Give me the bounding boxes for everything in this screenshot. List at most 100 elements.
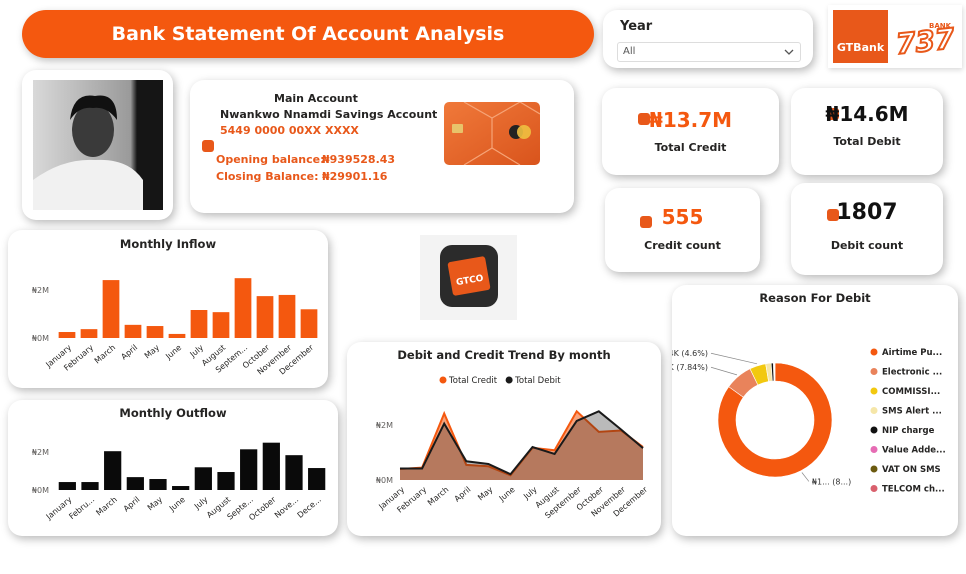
x-tick-label: July — [521, 485, 539, 502]
kpi-card: ₦14.6M Total Debit — [791, 88, 943, 175]
bar — [217, 472, 235, 490]
kpi-card: 555 Credit count — [605, 188, 760, 272]
x-tick-label: July — [188, 343, 206, 360]
legend-swatch — [505, 376, 513, 384]
bar — [126, 477, 144, 490]
legend-label: Value Adde... — [882, 446, 946, 456]
x-tick-label: July — [192, 495, 210, 512]
profile-photo — [33, 80, 163, 210]
dropdown-arrow — [784, 49, 794, 55]
chart-card: Debit and Credit Trend By month ₦0M ₦2M Tot… — [347, 342, 661, 536]
y-tick-label: ₦2M — [32, 286, 49, 295]
filter-value: All — [623, 46, 636, 57]
legend-swatch — [439, 376, 447, 384]
x-tick-label: June — [497, 485, 517, 504]
kpi-label: Credit count — [644, 239, 721, 252]
bar — [285, 455, 303, 490]
x-tick-label: April — [119, 343, 139, 362]
data-label: ₦1... (8...) — [812, 477, 851, 486]
kpi-value: ₦14.6M — [825, 102, 909, 126]
x-tick-label: March — [93, 343, 117, 366]
legend-label: Electronic ... — [882, 368, 942, 378]
gtco-text: GTCO — [455, 273, 485, 289]
x-tick-label: May — [143, 343, 162, 361]
bar — [172, 486, 190, 490]
chart-title: Debit and Credit Trend By month — [397, 348, 610, 362]
bar — [234, 278, 252, 338]
bar — [278, 294, 296, 338]
account-card: Main Account Nwankwo Nnamdi Savings Acco… — [190, 80, 574, 213]
bar — [58, 482, 76, 490]
legend-label: TELCOM ch... — [882, 485, 945, 495]
legend-label: Total Debit — [514, 376, 561, 386]
gtco-tile: GTCO — [447, 255, 491, 297]
pie-slice — [717, 362, 833, 478]
legend-label: NIP charge — [882, 426, 935, 436]
profile-card — [22, 70, 173, 220]
kpi-card: 1807 Debit count — [791, 183, 943, 275]
closing-value: ₦29901.16 — [322, 170, 388, 183]
y-tick-label: ₦2M — [32, 448, 49, 457]
bar — [104, 451, 122, 490]
closing-label: Closing Balance: — [216, 170, 319, 183]
bar — [194, 467, 212, 490]
kpi-card: ₦13.7M Total Credit — [602, 88, 779, 175]
x-tick-label: June — [167, 495, 187, 514]
filter-label: Year — [620, 19, 653, 34]
legend-label: Airtime Pu... — [882, 348, 942, 358]
kpi-value: 555 — [661, 205, 704, 229]
y-tick-label: ₦2M — [376, 421, 393, 430]
bar — [262, 442, 280, 490]
dashboard-title: Bank Statement Of Account Analysis — [111, 23, 505, 45]
chart-title: Reason For Debit — [759, 291, 871, 305]
legend-swatch — [870, 426, 878, 434]
bar — [58, 332, 76, 338]
bar — [146, 326, 164, 338]
chart-title: Monthly Outflow — [119, 406, 227, 420]
y-tick-label: ₦0M — [32, 334, 49, 343]
x-tick-label: March — [94, 495, 118, 518]
y-tick-label: ₦0M — [32, 486, 49, 495]
legend-swatch — [870, 446, 878, 453]
data-label: ₦7.4K (4.6%) — [672, 349, 708, 358]
kpi-value: 1807 — [836, 200, 898, 225]
chart: Monthly Outflow₦0M₦2MJanuaryFebru...Marc… — [32, 406, 326, 522]
x-tick-label: Nove... — [273, 495, 300, 520]
chart-card: Monthly Outflow ₦0M ₦2M January Febru... Marc… — [8, 400, 338, 536]
chart-card: Monthly Inflow ₦0M ₦2M January February March… — [8, 230, 328, 388]
bar — [256, 296, 274, 338]
x-tick-label: May — [476, 485, 495, 503]
kpi-label: Total Debit — [833, 135, 901, 148]
x-tick-label: April — [122, 495, 142, 514]
leader-line — [801, 472, 810, 482]
bar — [80, 329, 98, 338]
x-tick-label: March — [426, 485, 450, 508]
chart: Reason For Debit ₦1... (8...) Airtime Pu..… — [646, 291, 946, 495]
kpi-value: ₦13.7M — [648, 108, 733, 132]
filter-dropdown[interactable]: All — [617, 42, 801, 62]
kpi-label: Total Credit — [654, 141, 727, 154]
kpi-icon — [827, 108, 839, 120]
account-title: Main Account — [274, 92, 358, 105]
chart: Debit and Credit Trend By month ₦0M ₦2M Tot… — [376, 348, 650, 520]
data-label: ₦12.6K (7.84%) — [672, 363, 708, 372]
chart-card: Reason For Debit ₦1... (8...) Airtime Pu..… — [646, 285, 958, 536]
bar — [308, 468, 326, 490]
x-tick-label: May — [146, 495, 165, 513]
bar — [300, 309, 318, 338]
legend-swatch — [870, 485, 878, 492]
chart-title: Monthly Inflow — [120, 237, 217, 251]
logo-code: 737 — [893, 21, 957, 62]
x-tick-label: April — [453, 485, 473, 504]
legend-swatch — [870, 348, 878, 356]
gtbank-logo: GTBank BANK 737 — [828, 5, 962, 68]
bar — [168, 333, 186, 338]
bar — [240, 449, 258, 490]
legend-label: VAT ON SMS — [882, 465, 941, 475]
area — [400, 411, 643, 480]
bar — [124, 324, 142, 338]
bar — [81, 482, 99, 490]
area — [400, 411, 643, 480]
bar — [190, 310, 208, 338]
